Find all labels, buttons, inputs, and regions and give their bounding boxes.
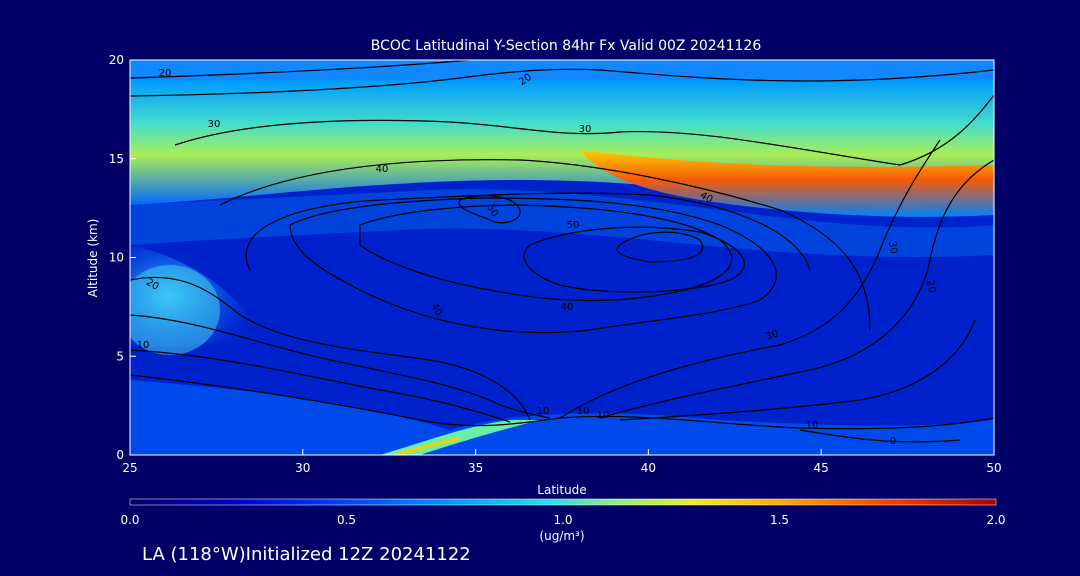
contour-label: 30 (886, 240, 899, 254)
contour-label: 10 (806, 420, 819, 431)
contour-label: 50 (567, 220, 580, 231)
colorbar (130, 499, 996, 505)
contour-lines (130, 60, 994, 443)
contour-label: 40 (561, 302, 574, 313)
x-tick-label: 25 (122, 461, 137, 475)
contour-label: 10 (137, 340, 150, 351)
y-tick-label: 20 (109, 53, 124, 67)
y-tick-label: 15 (109, 152, 124, 166)
y-axis-label: Altitude (km) (86, 219, 100, 298)
colorbar-ticks: 0.0 0.5 1.0 1.5 2.0 (120, 513, 1005, 527)
contour-label: 30 (208, 119, 221, 130)
contour-label: 10 (597, 410, 610, 421)
contour-label: 20 (924, 279, 937, 293)
y-tick-label: 5 (116, 349, 124, 363)
colorbar-frame (129, 498, 997, 506)
colorbar-tick-label: 2.0 (986, 513, 1005, 527)
y-tick-label: 10 (109, 251, 124, 265)
contour-label: 20 (159, 68, 172, 79)
y-tick-label: 0 (116, 448, 124, 462)
y-axis: 0 5 10 15 20 (109, 53, 136, 462)
x-axis-label: Latitude (537, 483, 586, 497)
colorbar-unit: (ug/m³) (539, 529, 584, 543)
x-tick-label: 50 (986, 461, 1001, 475)
contour-label: 10 (577, 406, 590, 417)
colorbar-tick-label: 1.5 (770, 513, 789, 527)
contour-label: 40 (376, 164, 389, 175)
colorbar-tick-label: 0.0 (120, 513, 139, 527)
chart-title: BCOC Latitudinal Y-Section 84hr Fx Valid… (371, 38, 762, 54)
contour-label: 30 (764, 328, 780, 343)
colorbar-tick-label: 1.0 (553, 513, 572, 527)
x-tick-label: 30 (295, 461, 310, 475)
x-tick-label: 45 (814, 461, 829, 475)
contour-label: 0 (890, 436, 896, 447)
contour-label: 30 (579, 124, 592, 135)
footer-info: LA (118°W)Initialized 12Z 20241122 (142, 544, 471, 565)
colorbar-tick-label: 0.5 (337, 513, 356, 527)
contour-label: 10 (537, 406, 550, 417)
x-tick-label: 35 (468, 461, 483, 475)
heatmap-field (130, 60, 994, 455)
x-tick-label: 40 (641, 461, 656, 475)
x-axis: 25 30 35 40 45 50 (122, 449, 1002, 475)
